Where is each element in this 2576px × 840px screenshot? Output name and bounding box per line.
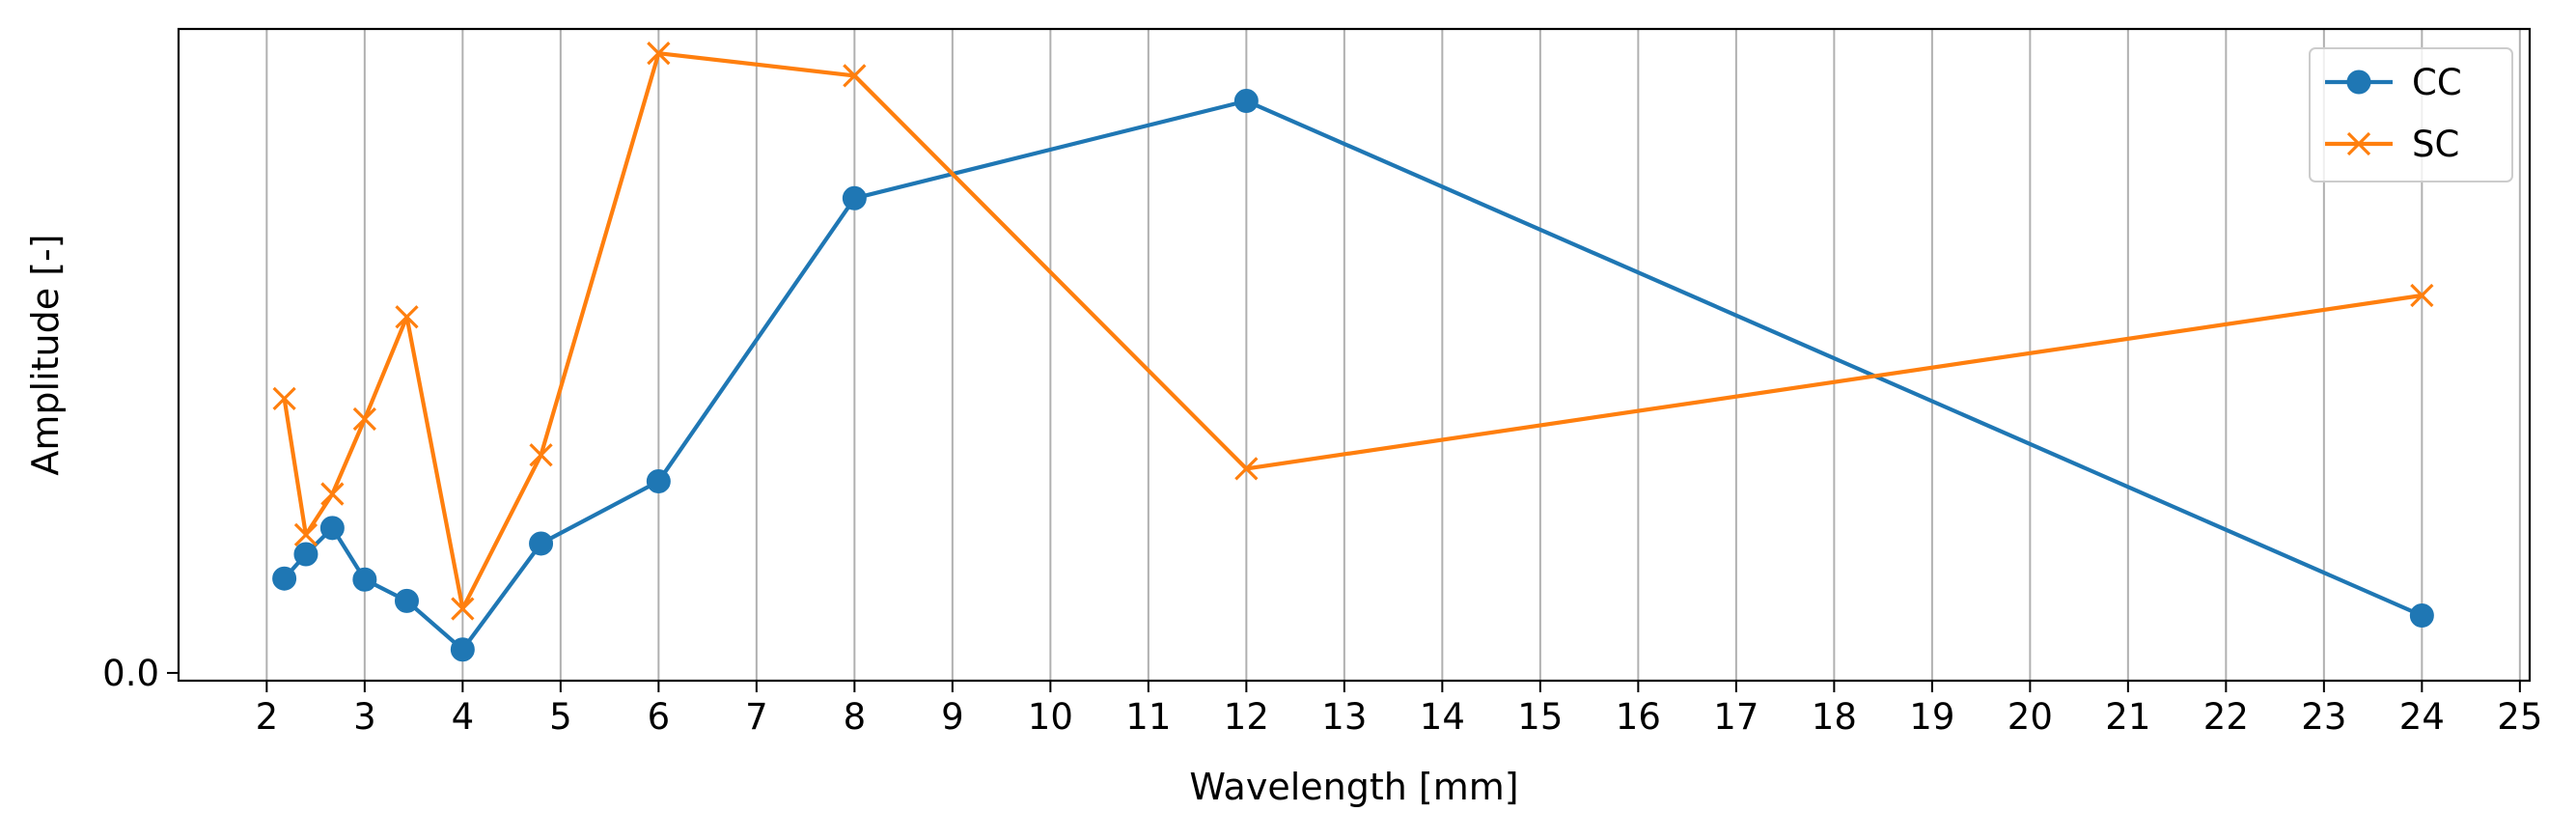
x-tick-label: 23: [2301, 696, 2346, 738]
grid-lines: [265, 29, 2521, 681]
data-point-cc: [2409, 603, 2434, 628]
x-tick-label: 14: [1420, 696, 1465, 738]
data-point-sc: [320, 482, 345, 506]
data-point-sc: [2410, 283, 2434, 308]
x-tick-label: 6: [648, 696, 671, 738]
data-point-cc: [352, 567, 377, 592]
data-point-cc: [1233, 89, 1259, 114]
x-tick-label: 20: [2008, 696, 2053, 738]
data-point-cc: [529, 531, 554, 556]
data-point-cc: [450, 637, 475, 662]
x-tick-label: 13: [1321, 696, 1367, 738]
legend-marker: [2346, 131, 2371, 156]
data-point-cc: [293, 542, 319, 567]
legend-box: [2309, 47, 2513, 182]
x-tick-label: 3: [353, 696, 376, 738]
x-tick-label: 21: [2105, 696, 2150, 738]
x-tick-label: 15: [1517, 696, 1563, 738]
legend-entry-sc: SC: [2325, 124, 2459, 165]
series-sc: [272, 42, 2434, 621]
data-point-sc: [647, 42, 671, 66]
x-tick-label: 4: [452, 696, 475, 738]
x-tick-label: 10: [1028, 696, 1073, 738]
y-axis-label: Amplitude [-]: [24, 234, 67, 475]
axis-ticks: 2 3 4 5 6 7 8 9 10 11 12 13 14 15 16 17 18 19 20 21 22 23 24 25…: [102, 653, 2542, 738]
x-tick-label: 24: [2399, 696, 2445, 738]
x-tick-label: 22: [2203, 696, 2249, 738]
x-tick-label: 5: [549, 696, 572, 738]
series-line-sc: [282, 51, 2423, 611]
data-point-cc: [272, 566, 297, 591]
x-tick-label: 12: [1224, 696, 1269, 738]
data-point-sc: [272, 386, 296, 410]
y-tick-label: 0.0: [102, 653, 159, 694]
data-point-cc: [394, 588, 419, 613]
data-point-cc: [319, 516, 345, 541]
data-point-sc: [451, 597, 475, 621]
x-tick-label: 8: [844, 696, 867, 738]
x-tick-label: 7: [745, 696, 768, 738]
x-axis-label: Wavelength [mm]: [1189, 766, 1518, 808]
x-tick-label: 11: [1125, 696, 1171, 738]
data-point-sc: [293, 522, 319, 547]
plot-area-frame: [177, 27, 2532, 683]
series-cc: [272, 89, 2434, 662]
legend-entry-cc: CC: [2325, 62, 2462, 103]
x-tick-label: 17: [1713, 696, 1759, 738]
x-tick-label: 25: [2497, 696, 2542, 738]
x-tick-label: 2: [256, 696, 279, 738]
x-tick-label: 9: [941, 696, 964, 738]
x-tick-label: 19: [1909, 696, 1954, 738]
data-point-cc: [646, 468, 671, 493]
legend-label: SC: [2412, 124, 2459, 165]
legend-marker: [2346, 70, 2371, 95]
x-tick-label: 18: [1812, 696, 1857, 738]
data-point-sc: [843, 64, 867, 88]
data-point-cc: [842, 185, 867, 210]
x-tick-label: 16: [1616, 696, 1661, 738]
legend: CC SC: [2309, 47, 2513, 182]
plot-series: [272, 42, 2434, 662]
data-point-sc: [529, 443, 553, 467]
data-point-sc: [352, 406, 376, 432]
data-point-sc: [395, 305, 419, 329]
data-point-sc: [1234, 457, 1259, 481]
series-line-cc: [283, 98, 2424, 652]
legend-label: CC: [2412, 62, 2462, 103]
